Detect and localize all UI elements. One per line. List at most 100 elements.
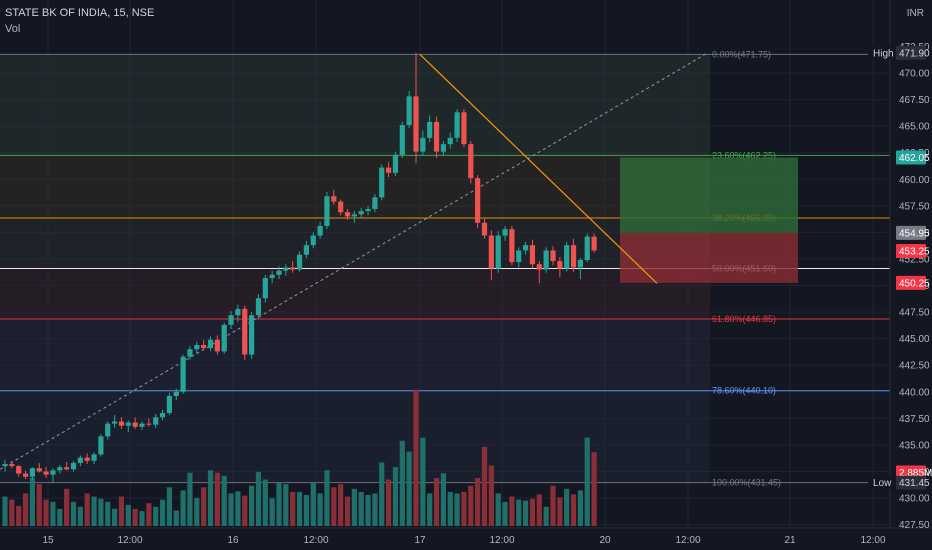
candle-body [440, 144, 446, 152]
volume-bar [228, 493, 234, 526]
candle-body [50, 470, 56, 475]
candle-body [249, 315, 255, 355]
volume-bar [399, 440, 405, 526]
time-tick-label: 12:00 [303, 535, 328, 546]
candle-body [296, 254, 303, 270]
candle-body [242, 308, 248, 355]
volume-bar [543, 506, 549, 526]
volume-bar [529, 498, 536, 526]
time-tick-label: 17 [414, 535, 426, 546]
candle-body [16, 466, 22, 474]
candle-body [372, 197, 378, 209]
price-tag-label-bg [868, 475, 894, 490]
time-tick-label: 16 [227, 535, 239, 546]
trend-line [0, 53, 707, 470]
volume-bar [139, 511, 145, 526]
fib-zone [0, 155, 710, 219]
candle-body [283, 267, 289, 271]
candle-body [84, 457, 90, 461]
volume-bar [290, 491, 296, 526]
candle-body [105, 423, 111, 437]
price-tick-label: 440.00 [899, 387, 930, 398]
candle-body [502, 229, 508, 236]
candle-body [180, 356, 186, 392]
position-target-zone [620, 157, 798, 233]
volume-bar [132, 508, 138, 526]
volume-bar [433, 477, 440, 526]
price-tag-value: 454.95 [899, 228, 930, 239]
candle-body [317, 226, 323, 236]
candle-body [153, 417, 159, 425]
price-tag [896, 275, 926, 290]
candle-body [276, 270, 282, 275]
volume-bar [386, 479, 392, 526]
price-tag-label-bg [868, 45, 894, 60]
candle-body [475, 178, 481, 223]
volume-bar [509, 496, 515, 526]
candle-body [331, 196, 337, 202]
volume-bar [495, 493, 501, 526]
volume-bar [29, 477, 35, 526]
candle-body [43, 471, 49, 475]
volume-bar [105, 501, 111, 526]
price-tag-value: 450.25 [899, 278, 930, 289]
candle-body [64, 467, 70, 470]
volume-bar [447, 491, 453, 526]
volume-bar [235, 491, 241, 526]
price-tag [896, 150, 926, 165]
candle-body [221, 324, 227, 352]
volume-bar [550, 485, 556, 526]
volume-bar [454, 493, 460, 526]
volume-bar [502, 501, 508, 526]
candle-body [2, 464, 8, 467]
candle-body [201, 345, 207, 349]
time-axis [0, 528, 932, 550]
volume-bar [338, 484, 344, 526]
candle-body [255, 298, 262, 316]
volume-bar [43, 499, 49, 526]
candle-body [392, 154, 399, 173]
volume-bar [146, 503, 152, 526]
candle-body [290, 267, 296, 270]
candle-body [543, 250, 549, 270]
price-tick-label: 470.00 [899, 69, 930, 80]
volume-bar [317, 493, 323, 526]
currency-label: INR [906, 8, 924, 19]
volume-bar [221, 475, 227, 526]
candle-body [29, 468, 35, 477]
candle-body [351, 214, 357, 217]
candle-body [344, 212, 351, 217]
volume-bar [461, 491, 467, 526]
fib-level-label: 23.60%(462.25) [712, 150, 776, 160]
volume-bar [180, 490, 186, 526]
time-tick-label: 12:00 [117, 535, 142, 546]
volume-bar [214, 472, 220, 526]
fib-level-label: 78.60%(440.10) [712, 386, 776, 396]
position-stop-zone [620, 232, 798, 283]
volume-bar [22, 493, 29, 526]
candle-body [57, 467, 63, 471]
candle-body [379, 167, 385, 198]
candle-body [591, 236, 597, 251]
price-tag [896, 225, 926, 240]
volume-bar [351, 488, 357, 526]
volume-bar [255, 471, 262, 526]
candle-body [9, 464, 15, 467]
volume-bar [173, 510, 179, 526]
candle-body [536, 264, 542, 270]
candle-body [386, 167, 392, 173]
candle-body [125, 422, 131, 426]
volume-bar [91, 496, 97, 526]
candle-body [550, 250, 556, 262]
volume-bar [98, 498, 104, 526]
price-axis [890, 0, 932, 550]
volume-bar [516, 499, 522, 526]
candle-body [207, 339, 214, 349]
candle-body [98, 436, 104, 455]
volume-indicator-label[interactable]: Vol [5, 23, 21, 35]
symbol-title[interactable]: STATE BK OF INDIA, 15, NSE [5, 7, 155, 19]
volume-bar [187, 472, 193, 526]
price-tick-label: 442.50 [899, 361, 930, 372]
volume-bar [557, 497, 563, 526]
